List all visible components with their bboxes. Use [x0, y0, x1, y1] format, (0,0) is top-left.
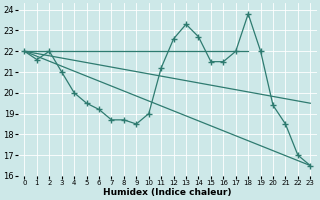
X-axis label: Humidex (Indice chaleur): Humidex (Indice chaleur)	[103, 188, 232, 197]
